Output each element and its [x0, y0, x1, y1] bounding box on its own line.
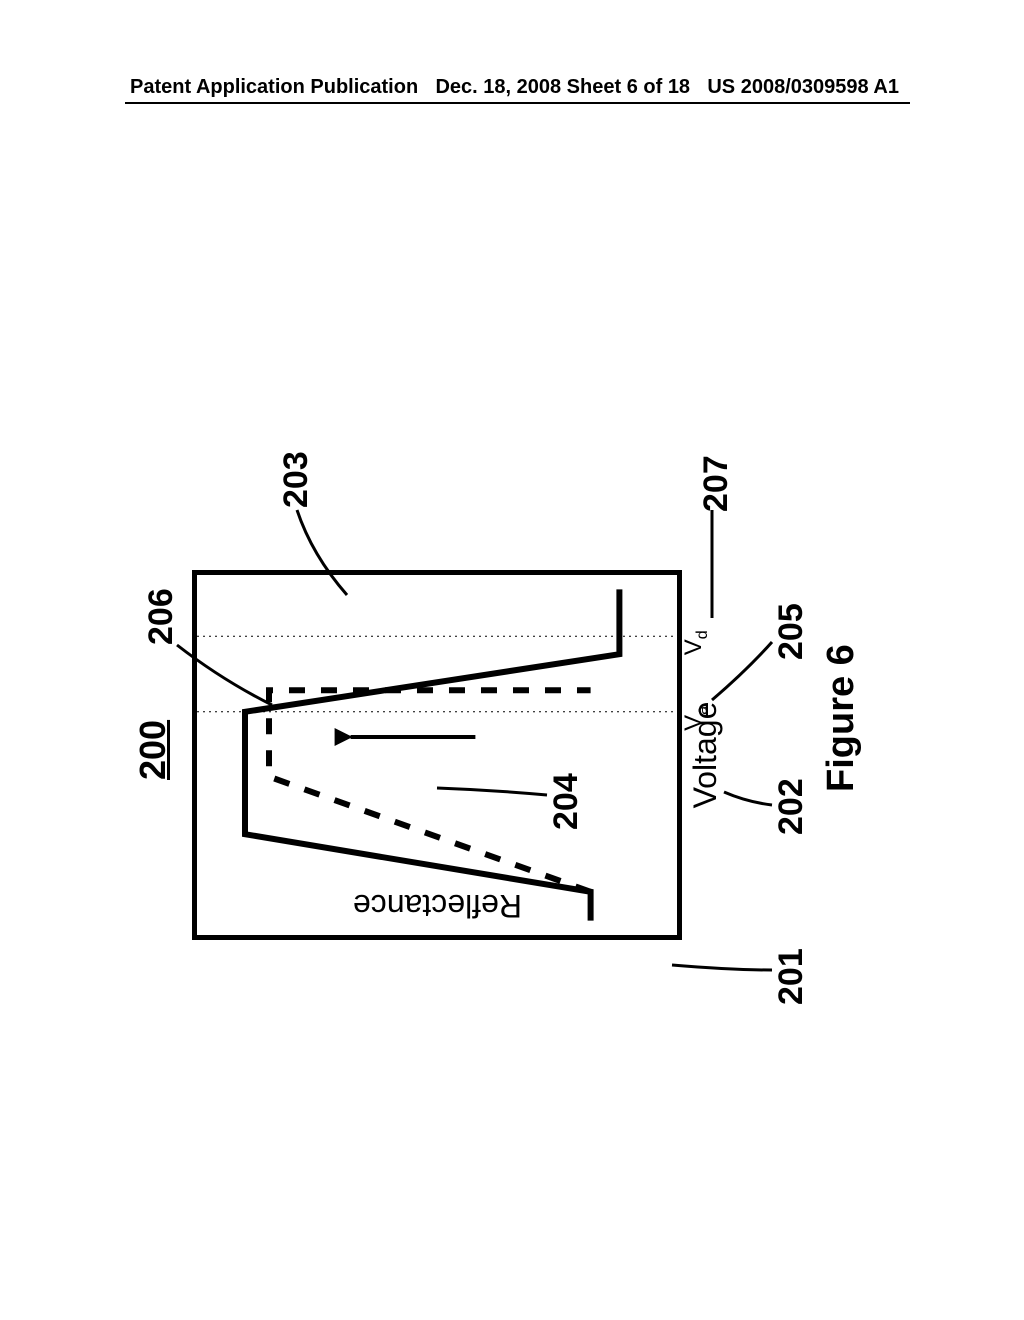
figure-container: 200 Reflectance Voltage	[132, 320, 862, 1060]
leader-lines	[132, 320, 862, 1060]
figure-caption: Figure 6	[820, 644, 863, 792]
header-right: US 2008/0309598 A1	[707, 76, 899, 99]
page-header: Patent Application Publication Dec. 18, …	[0, 76, 1024, 99]
leader-202	[724, 792, 772, 805]
header-left: Patent Application Publication	[130, 76, 418, 99]
header-rule	[125, 102, 910, 104]
leader-203	[297, 510, 347, 595]
leader-206	[177, 645, 272, 705]
leader-204	[437, 788, 547, 795]
header-center: Dec. 18, 2008 Sheet 6 of 18	[435, 76, 690, 99]
leader-201	[672, 965, 772, 970]
figure-rotator: 200 Reflectance Voltage	[132, 320, 862, 1060]
leader-205	[712, 642, 772, 700]
